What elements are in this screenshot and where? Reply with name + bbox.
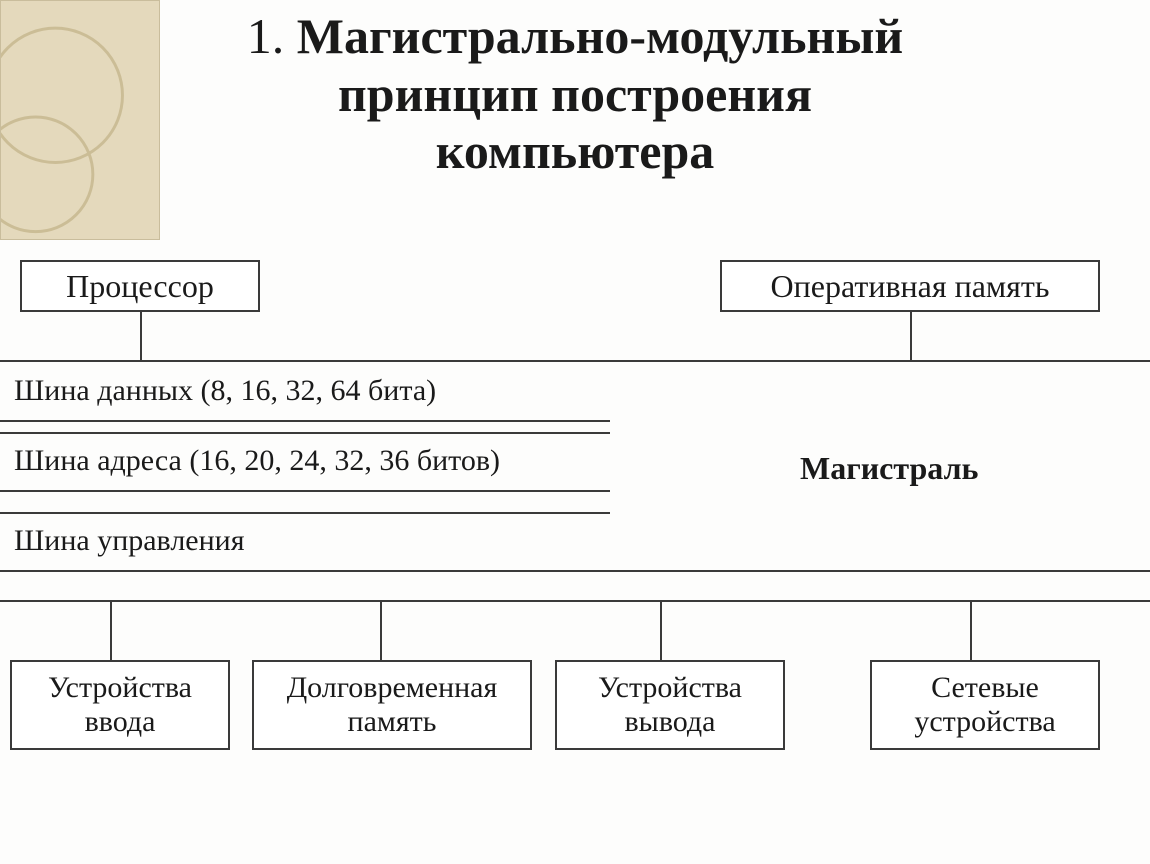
box-ram: Оперативная память <box>720 260 1100 312</box>
box-processor: Процессор <box>20 260 260 312</box>
page-title: 1. Магистрально-модульный принцип постро… <box>0 0 1150 181</box>
bus-underline-2 <box>0 570 1150 572</box>
bus-topline-1 <box>0 432 610 434</box>
title-line3: компьютера <box>0 123 1150 181</box>
trunk-label: Магистраль <box>800 450 978 487</box>
bus-outer-top <box>0 360 1150 362</box>
box-bottom-1: Долговременнаяпамять <box>252 660 532 750</box>
title-line1: Магистрально-модульный <box>297 8 903 64</box>
bus-underline-0 <box>0 420 610 422</box>
box-bottom-3: Сетевыеустройства <box>870 660 1100 750</box>
bus-topline-2 <box>0 512 610 514</box>
bus-label-2: Шина управления <box>14 524 245 558</box>
box-bottom-2: Устройствавывода <box>555 660 785 750</box>
title-number: 1. <box>247 8 285 64</box>
bus-diagram: Процессор Оперативная память Шина данных (… <box>0 260 1150 820</box>
connector-bottom-1 <box>380 600 382 660</box>
connector-top-1 <box>910 312 912 360</box>
connector-bottom-3 <box>970 600 972 660</box>
bus-label-0: Шина данных (8, 16, 32, 64 бита) <box>14 374 436 408</box>
connector-bottom-2 <box>660 600 662 660</box>
connector-top-0 <box>140 312 142 360</box>
bus-label-1: Шина адреса (16, 20, 24, 32, 36 битов) <box>14 444 500 478</box>
bus-outer-bottom <box>0 600 1150 602</box>
box-bottom-0: Устройстваввода <box>10 660 230 750</box>
connector-bottom-0 <box>110 600 112 660</box>
title-line2: принцип построения <box>0 66 1150 124</box>
bus-underline-1 <box>0 490 610 492</box>
